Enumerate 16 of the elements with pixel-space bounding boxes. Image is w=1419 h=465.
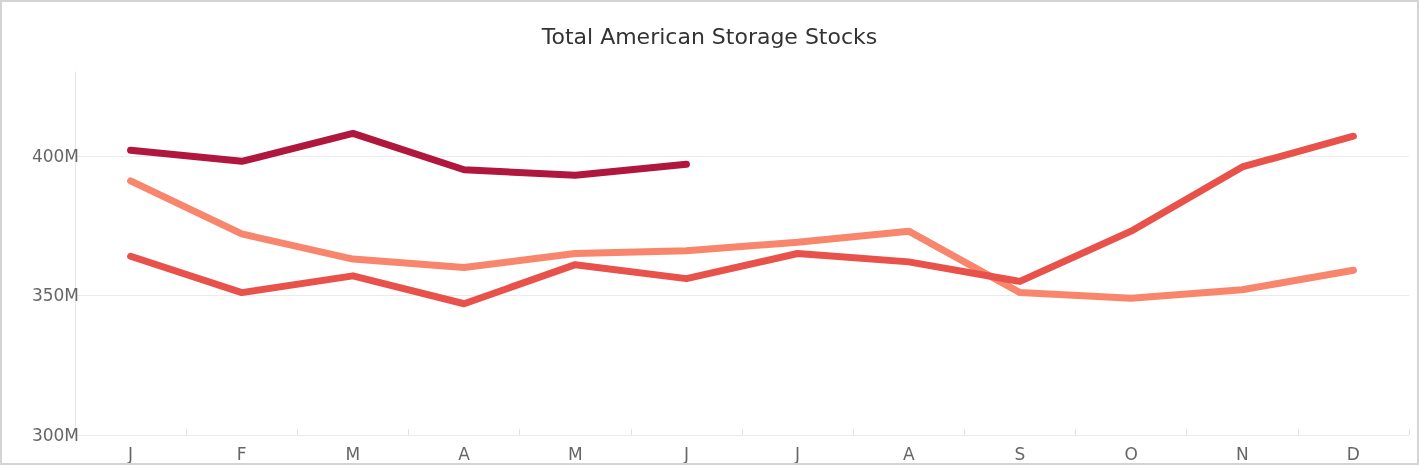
- x-tick-label: O: [1124, 443, 1138, 464]
- x-tick-label: J: [794, 443, 801, 464]
- y-tick-label: 400M: [31, 145, 79, 166]
- x-tick-label: J: [127, 443, 134, 464]
- x-tick-label: A: [458, 443, 471, 464]
- x-tick-label: J: [682, 443, 689, 464]
- y-tick-label: 350M: [31, 285, 79, 306]
- y-tick-label: 300M: [31, 425, 79, 445]
- x-tick-label: S: [1014, 443, 1026, 464]
- chart-title: Total American Storage Stocks: [540, 23, 878, 49]
- x-tick-label: M: [345, 443, 361, 464]
- x-tick-label: M: [567, 443, 583, 464]
- x-tick-label: N: [1235, 443, 1249, 464]
- x-tick-label: D: [1346, 443, 1360, 464]
- x-tick-label: A: [902, 443, 915, 464]
- x-tick-label: F: [236, 443, 247, 464]
